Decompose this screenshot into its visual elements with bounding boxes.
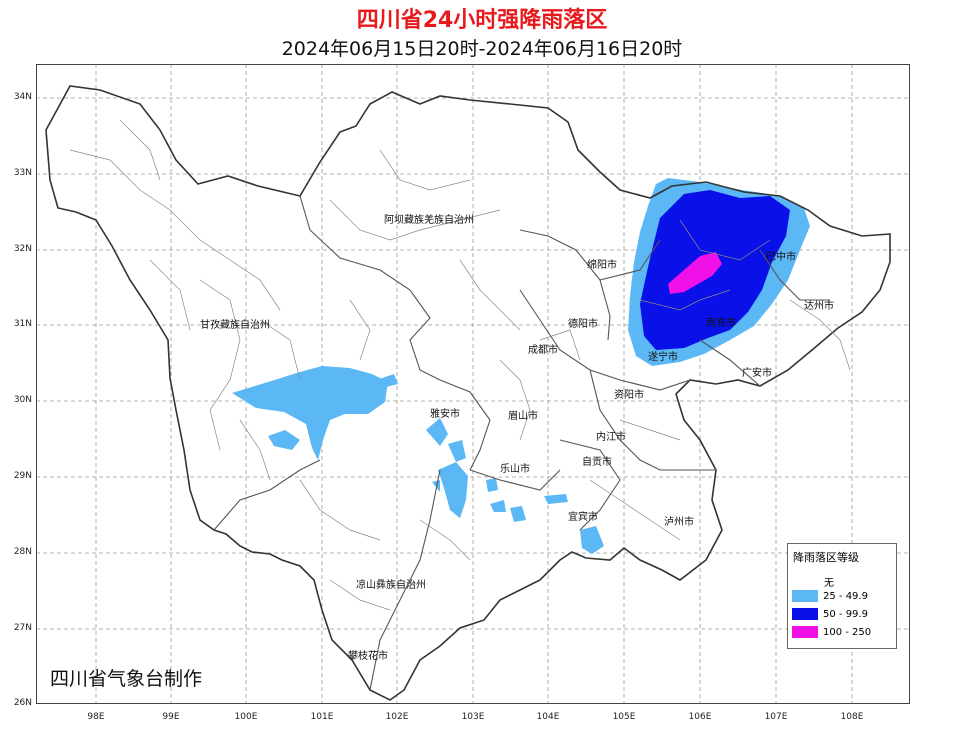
lon-label: 99E xyxy=(162,712,180,722)
city-label-neijiang: 内江市 xyxy=(596,432,626,443)
lon-label: 108E xyxy=(840,712,864,722)
legend-item-light: 25 - 49.9 xyxy=(792,590,868,602)
lon-label: 104E xyxy=(536,712,560,722)
lon-label: 102E xyxy=(385,712,409,722)
city-label-guangan: 广安市 xyxy=(742,368,772,379)
city-label-suining: 遂宁市 xyxy=(648,352,678,363)
city-label-bazhong: 巴中市 xyxy=(766,252,796,263)
city-label-yaan: 雅安市 xyxy=(430,409,460,420)
legend-item-extreme: 100 - 250 xyxy=(792,626,871,638)
lon-label: 106E xyxy=(688,712,712,722)
city-label-chengdu: 成都市 xyxy=(528,345,558,356)
legend-title: 降雨落区等级 xyxy=(793,551,859,564)
city-label-mianyang: 绵阳市 xyxy=(587,260,617,271)
city-label-ganzi: 甘孜藏族自治州 xyxy=(200,320,270,331)
map-subtitle: 2024年06月15日20时-2024年06月16日20时 xyxy=(281,38,683,60)
lat-label: 28N xyxy=(13,547,32,557)
county-boundaries xyxy=(69,119,851,611)
legend-item-none: 无 xyxy=(824,578,834,589)
city-label-yibin: 宜宾市 xyxy=(568,512,598,523)
lat-label: 27N xyxy=(13,623,32,633)
prefecture-boundaries xyxy=(213,195,830,691)
city-label-luzhou: 泸州市 xyxy=(664,517,694,528)
lat-label: 26N xyxy=(13,698,32,708)
credit-text: 四川省气象台制作 xyxy=(50,668,203,690)
city-label-deyang: 德阳市 xyxy=(568,319,598,330)
city-label-zigong: 自贡市 xyxy=(582,457,612,468)
city-label-aba: 阿坝藏族羌族自治州 xyxy=(384,215,474,226)
lat-label: 34N xyxy=(13,92,32,102)
lat-label: 30N xyxy=(13,395,32,405)
city-label-leshan: 乐山市 xyxy=(500,464,530,475)
grid-lines xyxy=(36,64,910,704)
city-label-dazhou: 达州市 xyxy=(804,301,834,312)
lat-label: 29N xyxy=(13,471,32,481)
lon-label: 100E xyxy=(234,712,258,722)
lon-label: 107E xyxy=(764,712,788,722)
lon-label: 103E xyxy=(461,712,485,722)
lat-label: 33N xyxy=(13,168,32,178)
lat-label: 31N xyxy=(13,319,32,329)
lon-label: 98E xyxy=(87,712,105,722)
city-label-meishan: 眉山市 xyxy=(508,411,538,422)
lon-label: 105E xyxy=(612,712,636,722)
map-title: 四川省24小时强降雨落区 xyxy=(356,8,608,33)
lon-label: 101E xyxy=(310,712,334,722)
legend: 降雨落区等级 无 25 - 49.9 50 - 99.9 100 - 250 xyxy=(787,543,897,649)
city-label-liangshan: 凉山彝族自治州 xyxy=(356,580,426,591)
legend-item-heavy: 50 - 99.9 xyxy=(792,608,868,620)
city-label-nanchong: 南充市 xyxy=(706,318,736,329)
rain-extreme-areas xyxy=(668,252,722,294)
city-label-panzhihua: 攀枝花市 xyxy=(348,651,388,662)
map-frame xyxy=(36,64,910,704)
lat-label: 32N xyxy=(13,244,32,254)
city-label-ziyang: 资阳市 xyxy=(614,390,644,401)
